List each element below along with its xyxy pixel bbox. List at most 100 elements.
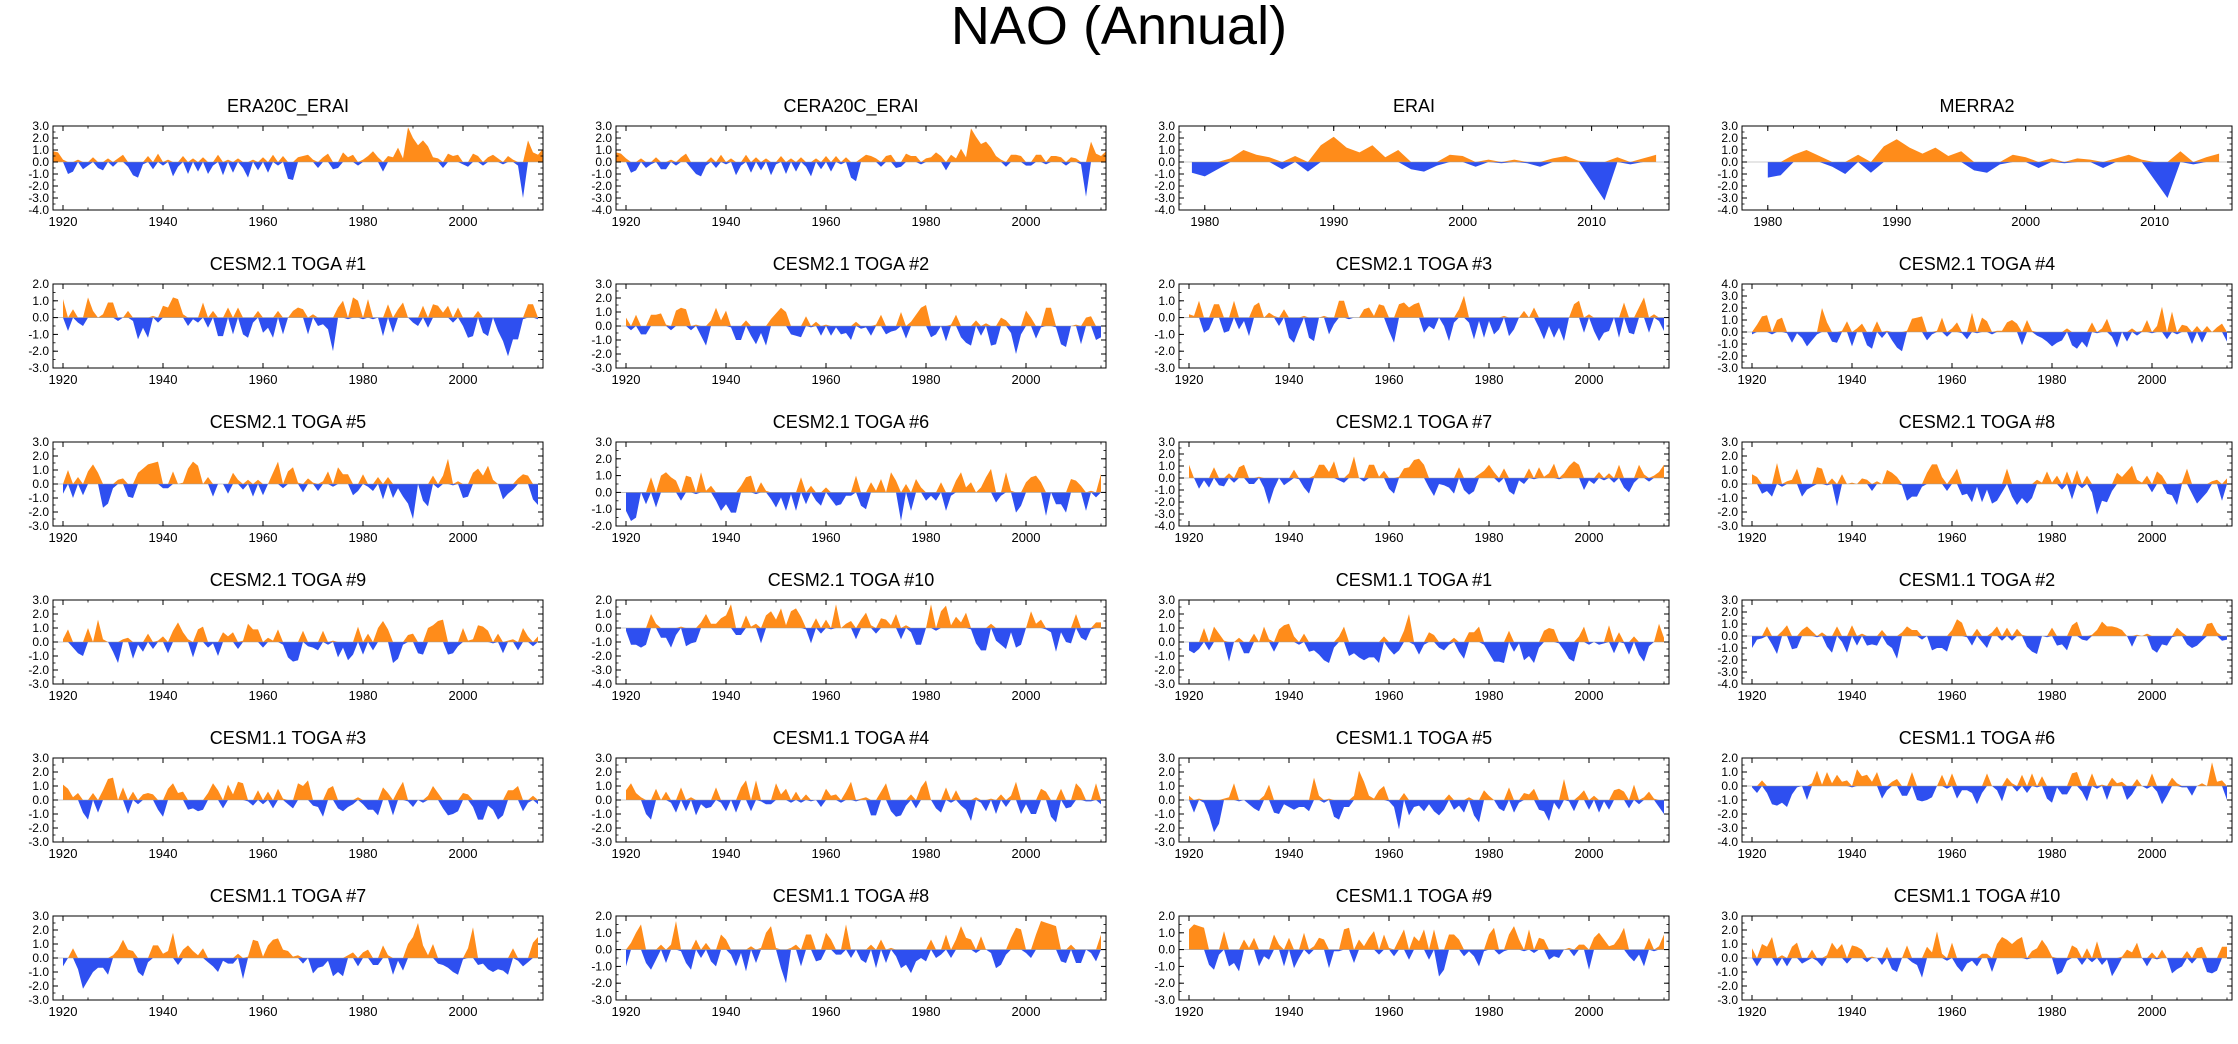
y-tick-label: 1.0 xyxy=(595,469,612,483)
panel-title: CESM2.1 TOGA #10 xyxy=(767,570,935,590)
y-tick-label: -2.0 xyxy=(28,663,49,677)
y-tick-label: -3.0 xyxy=(1717,821,1738,835)
x-tick-label: 1940 xyxy=(149,530,178,545)
y-tick-label: -4.0 xyxy=(1717,677,1738,691)
y-tick-label: 2.0 xyxy=(1158,447,1175,461)
y-tick-label: -3.0 xyxy=(591,191,612,205)
y-tick-label: -4.0 xyxy=(1154,203,1175,217)
x-tick-label: 1980 xyxy=(1753,214,1782,229)
x-tick-label: 1920 xyxy=(1175,1004,1204,1019)
figure-title: NAO (Annual) xyxy=(950,0,1288,56)
x-tick-label: 1940 xyxy=(1838,688,1867,703)
y-tick-label: 1.0 xyxy=(1721,313,1738,327)
y-tick-label: 0.0 xyxy=(595,485,612,499)
x-tick-label: 2000 xyxy=(449,214,478,229)
y-tick-label: 1.0 xyxy=(32,621,49,635)
y-tick-label: 2.0 xyxy=(595,291,612,305)
x-tick-label: 1940 xyxy=(149,846,178,861)
y-tick-label: 2.0 xyxy=(32,765,49,779)
y-tick-label: 2.0 xyxy=(32,607,49,621)
chart-panel: CESM1.1 TOGA #10 3.0 2.0 1.0 0.0 -1.0 -2.0 -3.0… xyxy=(1697,886,2238,1044)
x-tick-label: 1980 xyxy=(349,1004,378,1019)
y-tick-label: -3.0 xyxy=(1717,361,1738,375)
panel-title: CESM1.1 TOGA #3 xyxy=(209,728,367,748)
plot-frame xyxy=(615,125,1107,211)
x-tick-label: 1980 xyxy=(912,214,941,229)
y-tick-label: -3.0 xyxy=(1154,835,1175,849)
panel-title: CESM2.1 TOGA #9 xyxy=(209,570,367,590)
plot-frame xyxy=(1178,915,1670,1001)
y-tick-label: -3.0 xyxy=(1154,993,1175,1007)
x-tick-label: 1960 xyxy=(1375,1004,1404,1019)
y-tick-label: 3.0 xyxy=(32,435,49,449)
chart-panel: MERRA2 3.0 2.0 1.0 0.0 -1.0 -2.0 -3.0 -4.0 1980 19… xyxy=(1697,96,2238,254)
x-tick-label: 1920 xyxy=(49,214,78,229)
negative-area xyxy=(1752,636,2227,659)
panel-title: MERRA2 xyxy=(1939,96,2015,116)
chart-svg: 3.02.01.00.0-1.0-2.0-3.0-4.0 1980 1990 2000… xyxy=(1717,119,2233,229)
y-tick-label: 0.0 xyxy=(1721,779,1738,793)
y-tick-label: -2.0 xyxy=(1154,344,1175,358)
x-tick-label: 1920 xyxy=(49,688,78,703)
chart-panel: CESM2.1 TOGA #8 3.0 2.0 1.0 0.0 -1.0 -2.0 -3.0 1… xyxy=(1697,412,2238,570)
x-tick-label: 1980 xyxy=(2038,530,2067,545)
positive-area xyxy=(63,458,538,484)
x-tick-label: 1960 xyxy=(1938,688,1967,703)
chart-panel: CESM2.1 TOGA #5 3.0 2.0 1.0 0.0 -1.0 -2.0 -3.0 1… xyxy=(8,412,568,570)
x-tick-label: 1980 xyxy=(349,688,378,703)
panel-title: CESM1.1 TOGA #2 xyxy=(1898,570,2056,590)
y-tick-label: 3.0 xyxy=(595,435,612,449)
x-tick-label: 1960 xyxy=(1938,530,1967,545)
positive-area xyxy=(1189,770,1664,800)
x-tick-label: 2000 xyxy=(449,688,478,703)
negative-area xyxy=(1189,478,1664,505)
y-tick-label: -1.0 xyxy=(1154,327,1175,341)
chart-panel: CESM2.1 TOGA #10 2.0 1.0 0.0 -1.0 -2.0 -3.0 -4.… xyxy=(571,570,1131,728)
y-tick-label: -3.0 xyxy=(28,191,49,205)
x-tick-label: 1980 xyxy=(2038,846,2067,861)
x-tick-label: 2000 xyxy=(449,1004,478,1019)
positive-area xyxy=(616,128,1106,162)
y-tick-label: 1.0 xyxy=(1721,143,1738,157)
y-tick-label: 0.0 xyxy=(595,793,612,807)
x-tick-label: 1940 xyxy=(712,372,741,387)
x-tick-label: 1980 xyxy=(912,530,941,545)
negative-area xyxy=(1752,484,2227,515)
x-tick-label: 1940 xyxy=(149,372,178,387)
y-tick-label: -2.0 xyxy=(1717,179,1738,193)
x-tick-label: 2000 xyxy=(1012,846,1041,861)
y-tick-label: -1.0 xyxy=(28,491,49,505)
y-tick-label: 3.0 xyxy=(1158,593,1175,607)
x-tick-label: 1960 xyxy=(249,1004,278,1019)
x-tick-label: 1920 xyxy=(1175,688,1204,703)
chart-panel: CESM1.1 TOGA #5 3.0 2.0 1.0 0.0 -1.0 -2.0 -3.0 1… xyxy=(1134,728,1694,886)
y-tick-label: -1.0 xyxy=(1154,807,1175,821)
y-tick-label: 1.0 xyxy=(595,305,612,319)
panel-title: CESM1.1 TOGA #8 xyxy=(772,886,930,906)
positive-area xyxy=(626,604,1101,628)
y-tick-label: -4.0 xyxy=(28,203,49,217)
x-tick-label: 2000 xyxy=(1012,688,1041,703)
y-tick-label: -3.0 xyxy=(28,993,49,1007)
y-tick-label: -1.0 xyxy=(1154,959,1175,973)
x-tick-label: 2000 xyxy=(1012,372,1041,387)
x-tick-label: 1920 xyxy=(1175,530,1204,545)
negative-area xyxy=(626,949,1101,984)
chart-panel: CESM1.1 TOGA #6 2.0 1.0 0.0 -1.0 -2.0 -3.0 -4.0… xyxy=(1697,728,2238,886)
y-tick-label: 3.0 xyxy=(595,751,612,765)
x-tick-label: 1940 xyxy=(1275,1004,1304,1019)
negative-area xyxy=(626,492,1101,521)
y-tick-label: -1.0 xyxy=(1717,793,1738,807)
x-tick-label: 1920 xyxy=(612,530,641,545)
y-tick-label: -2.0 xyxy=(1717,505,1738,519)
y-tick-label: 3.0 xyxy=(1721,289,1738,303)
x-tick-label: 1920 xyxy=(1738,1004,1767,1019)
x-tick-label: 2000 xyxy=(2138,688,2167,703)
y-tick-label: -2.0 xyxy=(591,976,612,990)
y-tick-label: 2.0 xyxy=(32,131,49,145)
